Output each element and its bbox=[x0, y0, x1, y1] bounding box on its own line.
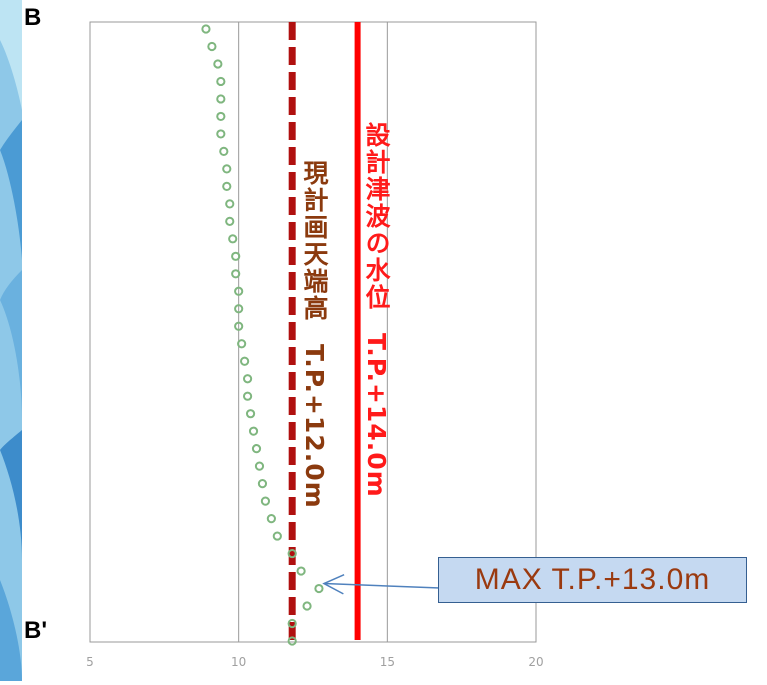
data-point bbox=[222, 181, 232, 191]
data-point bbox=[242, 391, 253, 401]
data-point bbox=[222, 164, 232, 174]
data-point bbox=[234, 304, 244, 314]
max-annotation-text: MAX T.P.+13.0m bbox=[474, 563, 711, 596]
grid bbox=[238, 22, 388, 642]
data-point bbox=[228, 234, 238, 244]
data-point bbox=[231, 269, 241, 279]
data-point bbox=[207, 41, 217, 52]
data-point bbox=[225, 199, 235, 209]
plot-frame bbox=[89, 21, 537, 643]
x-tick-labels: 5 10 15 20 bbox=[86, 655, 543, 669]
data-point bbox=[201, 24, 211, 34]
data-point bbox=[287, 548, 297, 559]
data-point bbox=[216, 129, 226, 139]
data-point bbox=[216, 94, 226, 104]
data-point bbox=[257, 479, 268, 489]
x-tick-10: 10 bbox=[231, 655, 246, 669]
data-points bbox=[201, 24, 324, 646]
x-tick-20: 20 bbox=[528, 655, 543, 669]
data-point bbox=[248, 426, 259, 436]
data-point bbox=[272, 531, 282, 541]
data-point bbox=[287, 636, 297, 646]
max-arrow bbox=[322, 574, 441, 595]
data-point bbox=[287, 618, 297, 629]
data-point bbox=[296, 566, 306, 576]
x-tick-5: 5 bbox=[86, 655, 94, 669]
data-point bbox=[266, 514, 276, 524]
data-point bbox=[219, 146, 229, 156]
design-tsunami-value: T.P.+14.0m bbox=[362, 333, 391, 498]
data-point bbox=[213, 59, 223, 69]
planned-crest-value: T.P.+12.0m bbox=[300, 344, 329, 509]
data-point bbox=[237, 339, 247, 349]
x-tick-15: 15 bbox=[380, 655, 395, 669]
max-annotation-box: MAX T.P.+13.0m bbox=[438, 557, 747, 603]
data-point bbox=[225, 216, 235, 226]
design-tsunami-title: 設計津波の水位 bbox=[362, 122, 391, 311]
planned-crest-title: 現計画天端高 bbox=[300, 160, 329, 322]
planned-crest-label: 現計画天端高 T.P.+12.0m bbox=[296, 160, 337, 509]
data-point bbox=[245, 409, 256, 419]
reference-lines bbox=[288, 22, 361, 640]
data-point bbox=[234, 286, 244, 296]
data-point bbox=[216, 76, 226, 87]
map-strip bbox=[0, 0, 22, 681]
data-point bbox=[254, 461, 265, 471]
data-point bbox=[240, 356, 250, 366]
data-point bbox=[260, 496, 271, 506]
section-start-label: B bbox=[24, 4, 42, 31]
section-end-label: B' bbox=[24, 617, 48, 644]
data-point bbox=[234, 321, 244, 331]
data-point bbox=[242, 374, 253, 384]
data-point bbox=[216, 111, 226, 122]
data-point bbox=[314, 583, 324, 594]
data-point bbox=[251, 444, 262, 454]
data-point bbox=[302, 601, 312, 611]
design-tsunami-label: 設計津波の水位 T.P.+14.0m bbox=[358, 122, 399, 498]
data-point bbox=[231, 251, 241, 261]
